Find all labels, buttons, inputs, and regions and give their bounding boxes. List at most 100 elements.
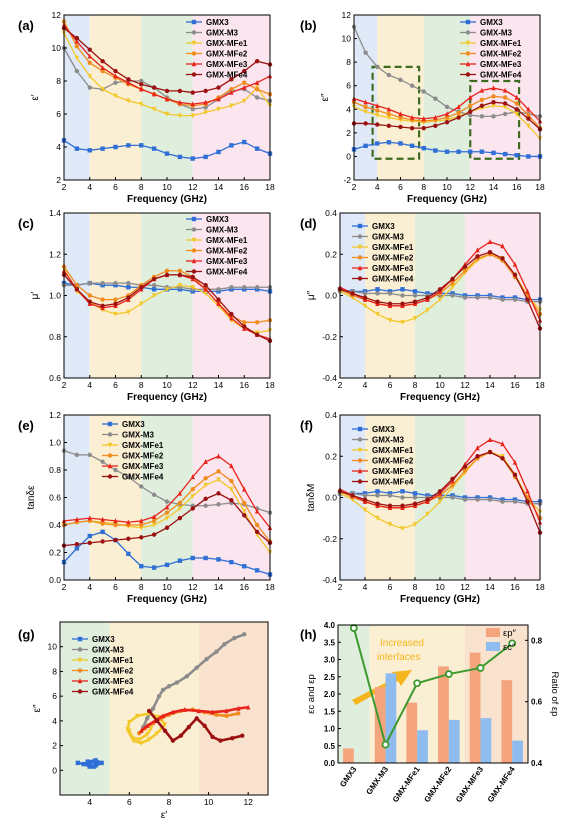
data-point-GMX-MFe1 — [412, 522, 418, 528]
data-point-GMX-MFe3 — [475, 445, 480, 451]
data-point-GMX-MFe3 — [126, 519, 131, 525]
data-point-GMX3 — [85, 761, 90, 767]
legend-swatch-0 — [486, 628, 500, 637]
data-point-GMX-MFe1 — [190, 113, 195, 119]
data-point-GMX-MFe4 — [409, 125, 415, 131]
data-point-GMX-M3 — [151, 282, 157, 288]
data-point-GMX-MFe3 — [160, 713, 166, 719]
x-tick-label: 10 — [204, 797, 214, 807]
category-label: GMX-MFe3 — [454, 765, 485, 804]
data-point-GMX3 — [254, 146, 260, 151]
data-point-GMX-MFe1 — [387, 318, 393, 323]
data-point-GMX-MFe1 — [502, 104, 508, 110]
data-point-GMX-MFe2 — [514, 101, 519, 106]
y-tick-label: 10 — [342, 34, 352, 44]
legend-marker-GMX-MFe4 — [191, 72, 197, 77]
data-point-GMX-MFe3 — [468, 94, 473, 100]
y-tick-label: 10 — [52, 43, 62, 53]
ratio-point-GMX-MFe4 — [508, 639, 517, 648]
data-point-GMX-MFe1 — [242, 98, 247, 104]
x-tick-label: 12 — [466, 182, 476, 192]
data-point-GMX-MFe4 — [242, 324, 247, 329]
panel-label: (e) — [18, 418, 34, 433]
data-point-GMX-MFe1 — [164, 287, 170, 293]
bar-ec-GMX-M3 — [385, 673, 397, 763]
y-tick-label: 6 — [346, 81, 351, 91]
data-point-GMX-MFe1 — [375, 311, 380, 317]
data-point-GMX3 — [87, 764, 92, 769]
legend-marker-GMX-MFe3 — [107, 463, 113, 469]
data-point-GMX-MFe4 — [100, 59, 105, 64]
data-point-GMX-M3 — [216, 502, 221, 507]
data-point-GMX-MFe3 — [254, 79, 260, 85]
frequency-band-0 — [64, 415, 90, 580]
data-point-GMX-MFe2 — [456, 110, 461, 116]
data-point-GMX-M3 — [144, 716, 150, 721]
data-point-GMX-MFe4 — [437, 287, 443, 292]
data-point-GMX3 — [242, 564, 247, 569]
data-point-GMX-MFe3 — [479, 87, 485, 93]
data-point-GMX-MFe1 — [177, 113, 183, 119]
y-tick-label-right: 0.6 — [531, 698, 543, 707]
y-tick-label-right: 0.8 — [531, 636, 543, 645]
data-point-GMX-MFe2 — [113, 297, 118, 302]
data-point-GMX-M3 — [113, 80, 118, 85]
x-tick-label: 6 — [113, 380, 118, 390]
x-tick-label: 18 — [265, 582, 275, 592]
data-point-GMX-MFe2 — [100, 297, 105, 302]
data-point-GMX3 — [375, 141, 380, 146]
y-tick-label: 12 — [342, 10, 352, 20]
legend-marker-GMX-MFe3 — [357, 468, 363, 474]
ratio-point-GMX-MFe1 — [413, 679, 422, 688]
data-point-GMX-MFe4 — [177, 515, 183, 521]
data-point-GMX-MFe4 — [218, 738, 223, 743]
legend-label: εp″ — [503, 628, 517, 639]
data-point-GMX-MFe4 — [154, 718, 160, 724]
data-point-GMX3 — [74, 546, 80, 551]
data-point-GMX-MFe4 — [468, 109, 473, 114]
data-point-GMX-M3 — [387, 291, 393, 296]
x-tick-label: 6 — [398, 182, 403, 192]
legend-label: GMX-MFe1 — [372, 243, 414, 252]
data-point-GMX-MFe1 — [87, 73, 92, 79]
data-point-GMX-MFe3 — [398, 111, 403, 117]
data-point-GMX-MFe3 — [525, 288, 530, 294]
data-point-GMX-MFe4 — [514, 107, 519, 112]
data-point-GMX-MFe3 — [144, 723, 150, 728]
data-point-GMX-MFe1 — [139, 301, 144, 307]
data-point-GMX-MFe3 — [100, 65, 105, 70]
legend-label: GMX-M3 — [122, 431, 155, 440]
data-point-GMX-M3 — [375, 64, 380, 70]
y-tick-label: 1.0 — [49, 438, 61, 448]
y-tick-label: 8 — [346, 57, 351, 67]
x-tick-label: 12 — [243, 797, 253, 807]
category-label: GMX-M3 — [364, 765, 390, 797]
data-point-GMX-MFe2 — [177, 268, 183, 273]
y-tick-label: 2 — [52, 741, 57, 751]
data-point-GMX3 — [375, 489, 380, 494]
data-point-GMX3 — [491, 150, 496, 156]
data-point-GMX-MFe3 — [87, 53, 92, 59]
data-point-GMX-MFe4 — [203, 496, 208, 502]
data-point-GMX-MFe4 — [400, 301, 405, 306]
data-point-GMX3 — [81, 761, 86, 767]
data-point-GMX-MFe3 — [74, 516, 80, 522]
legend-label: GMX-MFe4 — [206, 268, 248, 277]
y-axis-label: ε′ — [30, 94, 41, 100]
data-point-GMX-MFe4 — [190, 506, 195, 511]
data-point-GMX-MFe1 — [437, 297, 443, 303]
x-tick-label: 18 — [535, 380, 545, 390]
data-point-GMX-MFe2 — [177, 500, 183, 506]
x-tick-label: 2 — [338, 380, 343, 390]
data-point-GMX-MFe4 — [190, 90, 195, 95]
data-point-GMX-MFe4 — [177, 272, 183, 278]
data-point-GMX-MFe1 — [151, 522, 157, 528]
panel-c: 2 4 6 8 10 12 14 16 18 0.6 0.8 1.0 1.2 1.4 Frequency (… — [18, 208, 275, 403]
y-tick-label-left: 0.5 — [324, 742, 336, 751]
ratio-point-GMX-MFe3 — [476, 664, 485, 672]
y-axis-label-left: εc and εp — [306, 674, 317, 714]
data-point-GMX-MFe2 — [254, 87, 260, 92]
y-tick-label: 0.4 — [325, 410, 337, 420]
data-point-GMX-MFe1 — [425, 307, 430, 313]
data-point-GMX3 — [190, 156, 195, 161]
